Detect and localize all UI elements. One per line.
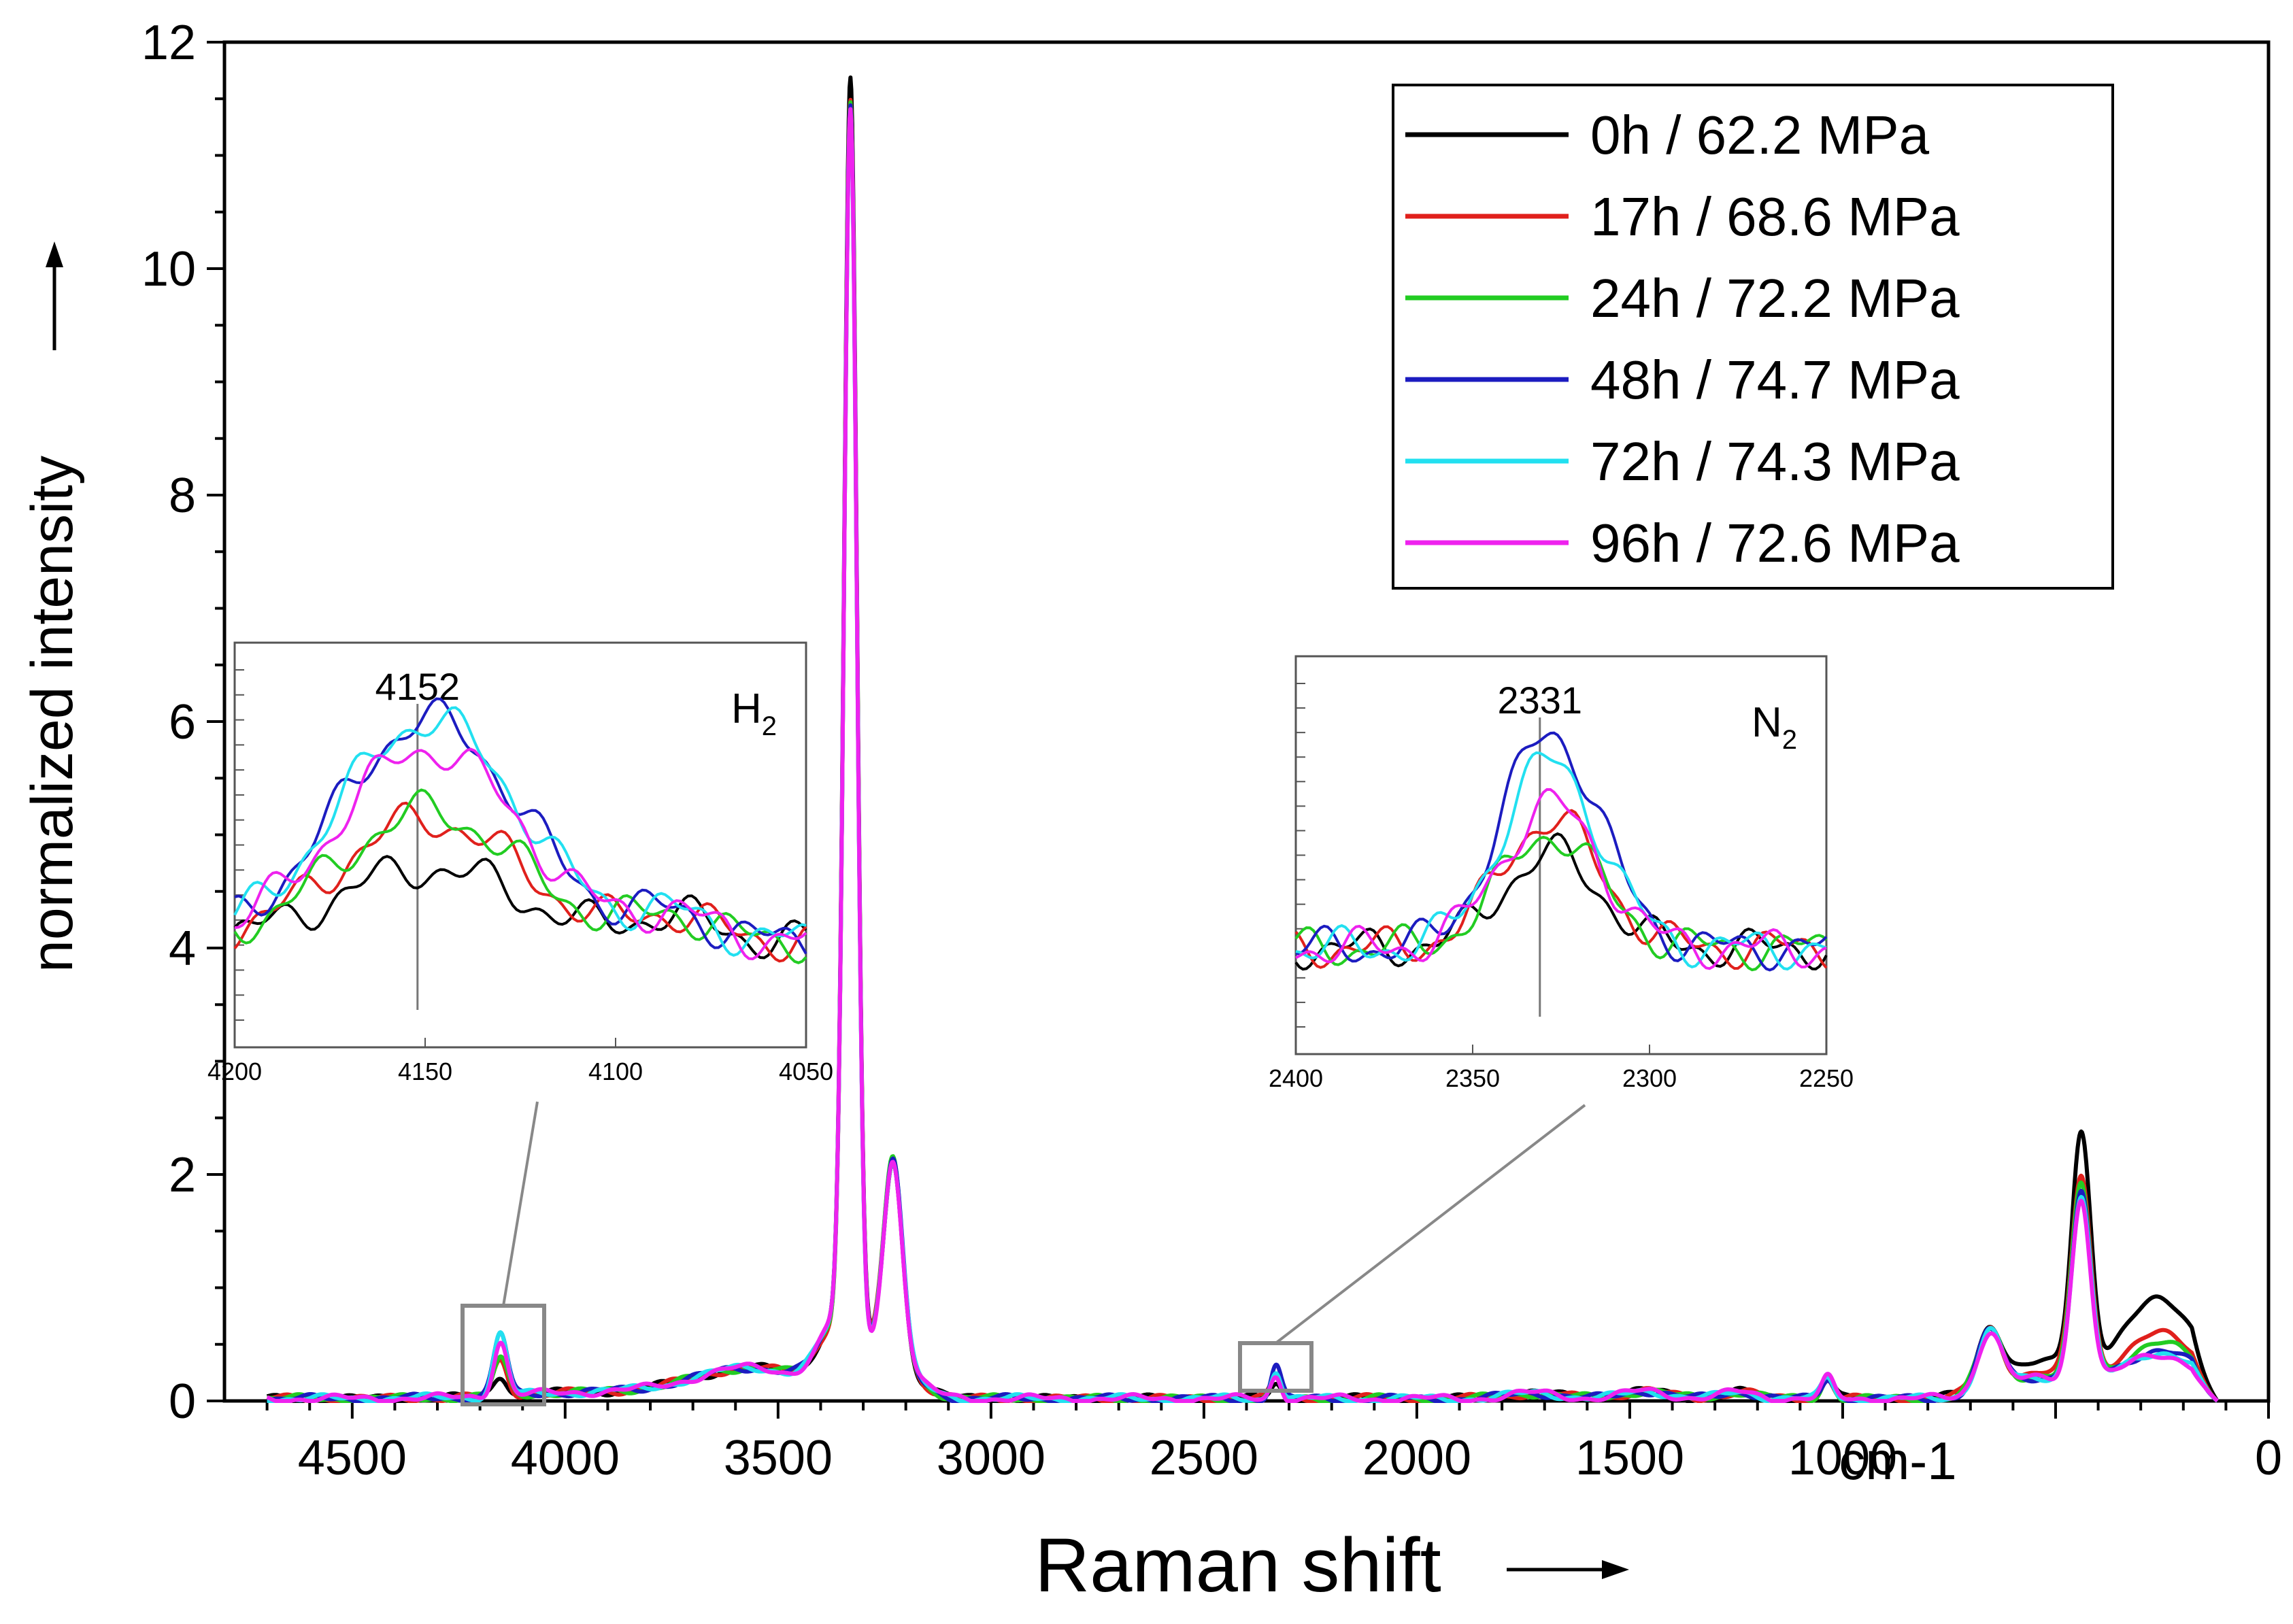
insets: 4200 4150 4100 4050 4152 H2 2400 2350 2300 2250 23… xyxy=(207,641,1854,1092)
spectrum-line xyxy=(265,110,2219,1403)
y-tick-label: 0 xyxy=(169,1374,196,1429)
y-tick-label: 4 xyxy=(169,921,196,976)
inset-x-tick-label: 4200 xyxy=(207,1058,262,1085)
inset-spectrum-line xyxy=(233,801,807,963)
inset-spectrum-line xyxy=(233,788,807,964)
inset-x-tick-label: 2400 xyxy=(1269,1064,1323,1092)
inset-spectrum-line xyxy=(234,697,807,955)
legend-label: 24h / 72.2 MPa xyxy=(1590,268,1960,328)
y-tick-label: 10 xyxy=(141,242,196,297)
inset-h2: 4200 4150 4100 4050 4152 H2 xyxy=(207,641,833,1085)
x-unit-label: cm-1 xyxy=(1839,1431,1956,1491)
inset-n2: 2400 2350 2300 2250 2331 N2 xyxy=(1269,655,1854,1092)
inset-spectrum-line xyxy=(1295,731,1828,972)
x-tick-label: 2000 xyxy=(1362,1431,1471,1485)
legend-label: 17h / 68.6 MPa xyxy=(1590,186,1960,247)
legend-label: 96h / 72.6 MPa xyxy=(1590,513,1960,573)
inset-x-tick-label: 2300 xyxy=(1622,1064,1677,1092)
y-tick-label: 8 xyxy=(169,469,196,523)
inset-gas-label: H2 xyxy=(731,686,777,741)
inset-spectrum-line xyxy=(1295,751,1827,971)
zoom-connector-line xyxy=(1275,1104,1586,1344)
spectrum-line xyxy=(265,107,2219,1403)
x-tick-label: 0 xyxy=(2255,1431,2282,1485)
y-axis-arrow-icon xyxy=(46,241,63,267)
inset-x-tick-label: 4050 xyxy=(779,1058,833,1085)
inset-gas-label: N2 xyxy=(1752,699,1797,755)
inset-spectrum-line xyxy=(234,747,807,961)
inset-center-label: 4152 xyxy=(375,665,461,708)
inset-spectrum-line xyxy=(1294,809,1828,970)
y-tick-label: 6 xyxy=(169,695,196,749)
inset-x-tick-label: 4150 xyxy=(398,1058,452,1085)
x-axis-title-group: Raman shift xyxy=(1035,1523,1629,1608)
y-axis-title-group: normalized intensity xyxy=(20,241,85,972)
x-tick-label: 3000 xyxy=(937,1431,1045,1485)
legend-box xyxy=(1392,84,2114,590)
inset-spectrum-line xyxy=(1295,788,1827,970)
inset-border xyxy=(1294,655,1828,1055)
legend-label: 72h / 74.3 MPa xyxy=(1590,431,1960,492)
x-tick-label: 1500 xyxy=(1575,1431,1684,1485)
y-axis-title: normalized intensity xyxy=(20,456,85,972)
inset-x-tick-label: 4100 xyxy=(588,1058,643,1085)
x-axis: 4500 4000 3500 3000 2500 2000 1500 1000 0 xyxy=(265,1401,2282,1485)
y-tick-label: 2 xyxy=(169,1148,196,1202)
inset-x-tick-label: 2350 xyxy=(1445,1064,1500,1092)
x-tick-label: 4000 xyxy=(511,1431,620,1485)
zoom-connector-line xyxy=(502,1101,539,1306)
inset-connectors xyxy=(461,1101,1586,1406)
inset-spectrum-line xyxy=(1294,835,1828,972)
x-tick-label: 2500 xyxy=(1150,1431,1258,1485)
inset-border xyxy=(233,641,807,1049)
legend-label: 0h / 62.2 MPa xyxy=(1590,105,1930,165)
x-axis-arrow-icon xyxy=(1602,1560,1629,1579)
legend-label: 48h / 74.7 MPa xyxy=(1590,350,1960,410)
inset-spectrum-line xyxy=(233,855,807,960)
x-tick-label: 1000 xyxy=(1788,1431,1897,1485)
inset-center-label: 2331 xyxy=(1498,679,1583,722)
legend: 0h / 62.2 MPa 17h / 68.6 MPa 24h / 72.2 MP… xyxy=(1392,84,2114,590)
series-layer xyxy=(265,75,2220,1403)
y-axis: 0 2 4 6 8 10 12 xyxy=(141,16,224,1429)
x-axis-title: Raman shift xyxy=(1035,1523,1441,1608)
x-tick-label: 3500 xyxy=(724,1431,833,1485)
y-tick-label: 12 xyxy=(141,16,196,70)
inset-x-tick-label: 2250 xyxy=(1799,1064,1854,1092)
x-tick-label: 4500 xyxy=(298,1431,407,1485)
